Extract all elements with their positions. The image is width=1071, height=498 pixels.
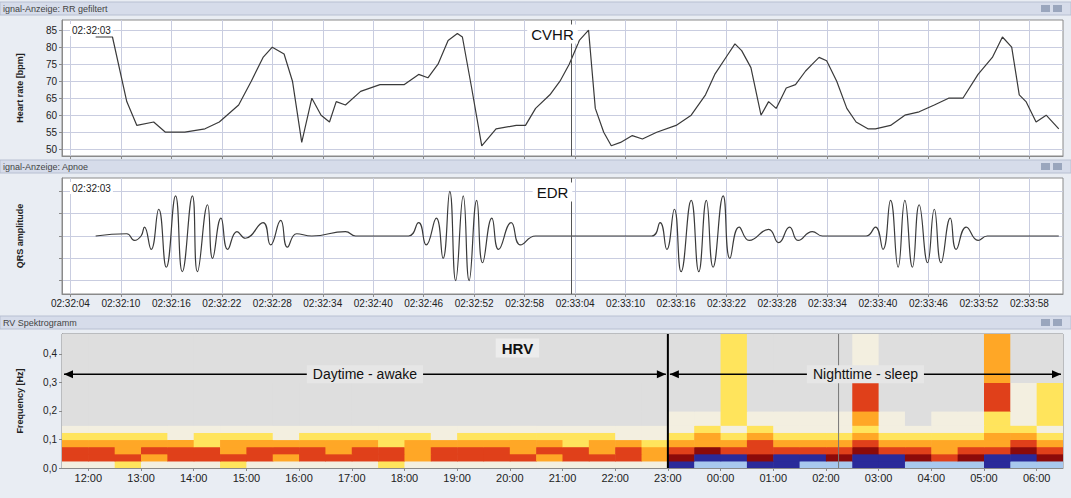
svg-text:75: 75 (46, 59, 58, 70)
svg-text:02:33:58: 02:33:58 (1010, 298, 1049, 309)
svg-text:02:32:58: 02:32:58 (505, 298, 544, 309)
svg-text:02:33:34: 02:33:34 (808, 298, 847, 309)
svg-text:13:00: 13:00 (127, 472, 155, 484)
svg-text:0,1: 0,1 (43, 434, 57, 445)
svg-text:02:33:46: 02:33:46 (909, 298, 948, 309)
svg-text:02:32:04: 02:32:04 (51, 298, 90, 309)
svg-text:ignal-Anzeige: Apnoe: ignal-Anzeige: Apnoe (3, 162, 88, 172)
svg-text:14:00: 14:00 (180, 472, 208, 484)
svg-text:85: 85 (46, 25, 58, 36)
svg-text:QRS amplitude: QRS amplitude (15, 204, 25, 269)
svg-text:0,0: 0,0 (43, 463, 57, 474)
svg-text:02:32:46: 02:32:46 (404, 298, 443, 309)
svg-text:02:33:40: 02:33:40 (858, 298, 897, 309)
svg-text:Frequency [Hz]: Frequency [Hz] (15, 368, 25, 433)
svg-text:60: 60 (46, 110, 58, 121)
svg-text:02:33:04: 02:33:04 (556, 298, 595, 309)
svg-text:02:32:28: 02:32:28 (253, 298, 292, 309)
svg-text:70: 70 (46, 76, 58, 87)
svg-text:02:32:34: 02:32:34 (303, 298, 342, 309)
svg-text:HRV: HRV (502, 340, 533, 357)
svg-text:19:00: 19:00 (443, 472, 471, 484)
svg-text:Daytime - awake: Daytime - awake (313, 366, 417, 382)
svg-text:0,3: 0,3 (43, 377, 57, 388)
svg-text:02:33:22: 02:33:22 (707, 298, 746, 309)
svg-text:02:32:10: 02:32:10 (101, 298, 140, 309)
svg-text:02:33:10: 02:33:10 (606, 298, 645, 309)
svg-text:06:00: 06:00 (1023, 472, 1051, 484)
svg-text:20:00: 20:00 (496, 472, 524, 484)
svg-text:23:00: 23:00 (654, 472, 682, 484)
svg-text:03:00: 03:00 (865, 472, 893, 484)
svg-text:16:00: 16:00 (285, 472, 313, 484)
svg-text:02:33:52: 02:33:52 (959, 298, 998, 309)
svg-text:02:00: 02:00 (812, 472, 840, 484)
svg-text:05:00: 05:00 (970, 472, 998, 484)
svg-text:55: 55 (46, 127, 58, 138)
svg-text:0,4: 0,4 (43, 348, 57, 359)
svg-text:02:32:40: 02:32:40 (354, 298, 393, 309)
svg-text:21:00: 21:00 (549, 472, 577, 484)
svg-text:12:00: 12:00 (75, 472, 103, 484)
svg-text:15:00: 15:00 (233, 472, 261, 484)
svg-text:Nighttime - sleep: Nighttime - sleep (813, 366, 918, 382)
svg-text:22:00: 22:00 (601, 472, 629, 484)
svg-text:0,2: 0,2 (43, 405, 57, 416)
svg-text:00:00: 00:00 (707, 472, 735, 484)
svg-text:65: 65 (46, 93, 58, 104)
svg-text:04:00: 04:00 (918, 472, 946, 484)
svg-text:18:00: 18:00 (391, 472, 419, 484)
svg-text:50: 50 (46, 144, 58, 155)
svg-text:17:00: 17:00 (338, 472, 366, 484)
svg-text:CVHR: CVHR (531, 26, 574, 43)
svg-text:RV Spektrogramm: RV Spektrogramm (3, 318, 77, 328)
svg-text:EDR: EDR (537, 184, 569, 201)
svg-text:02:32:03: 02:32:03 (72, 183, 111, 194)
svg-text:01:00: 01:00 (759, 472, 787, 484)
svg-text:02:32:52: 02:32:52 (455, 298, 494, 309)
svg-text:Heart rate [bpm]: Heart rate [bpm] (15, 53, 25, 123)
svg-text:02:33:16: 02:33:16 (657, 298, 696, 309)
svg-text:02:32:16: 02:32:16 (152, 298, 191, 309)
svg-text:02:32:22: 02:32:22 (202, 298, 241, 309)
svg-text:ignal-Anzeige: RR gefiltert: ignal-Anzeige: RR gefiltert (3, 4, 108, 14)
svg-text:02:32:03: 02:32:03 (72, 25, 111, 36)
svg-text:80: 80 (46, 42, 58, 53)
svg-text:02:33:28: 02:33:28 (758, 298, 797, 309)
